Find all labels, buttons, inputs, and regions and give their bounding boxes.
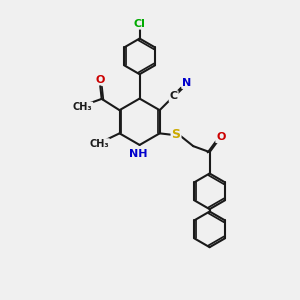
Text: O: O: [95, 75, 105, 85]
Text: NH: NH: [129, 149, 147, 160]
Text: Cl: Cl: [134, 19, 146, 29]
Text: N: N: [182, 78, 191, 88]
Text: S: S: [172, 128, 181, 141]
Text: O: O: [216, 132, 226, 142]
Text: CH₃: CH₃: [73, 103, 92, 112]
Text: CH₃: CH₃: [89, 139, 109, 149]
Text: C: C: [169, 91, 178, 101]
